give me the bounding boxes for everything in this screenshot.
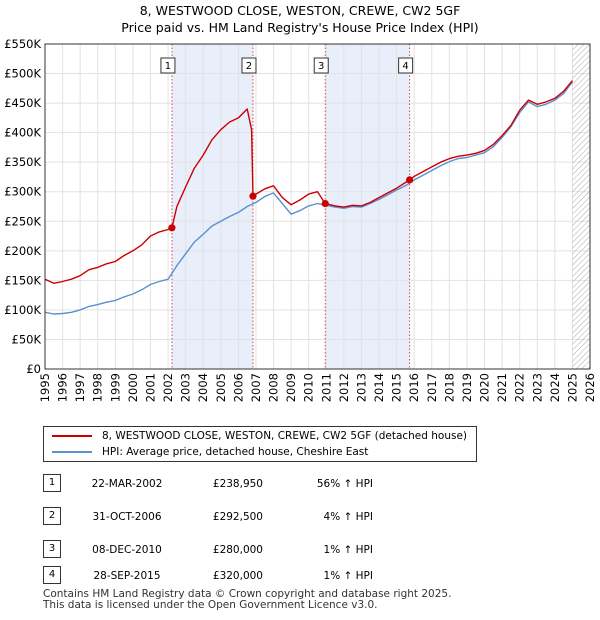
legend-entry-property: 8, WESTWOOD CLOSE, WESTON, CREWE, CW2 5G… <box>52 428 467 444</box>
x-tick-label: 2015 <box>390 373 404 402</box>
y-tick-label: £200K <box>4 244 41 258</box>
sale-number-badge: 4 <box>43 566 61 584</box>
sale-number-badge: 2 <box>43 507 61 525</box>
x-tick-label: 2004 <box>196 373 210 402</box>
sale-row: 4 28-SEP-2015 £320,000 1% ↑ HPI <box>43 566 443 584</box>
x-tick-label: 1998 <box>91 373 105 402</box>
x-tick-label: 2024 <box>548 373 562 402</box>
legend-swatch-property <box>52 435 92 437</box>
y-tick-label: £400K <box>4 126 41 140</box>
y-tick-label: £250K <box>4 214 41 228</box>
x-tick-label: 2012 <box>337 373 351 402</box>
annotation-box <box>313 57 329 74</box>
footer: Contains HM Land Registry data © Crown c… <box>43 589 451 611</box>
footer-copyright: Contains HM Land Registry data © Crown c… <box>43 588 452 600</box>
sale-number-badge: 3 <box>43 540 61 558</box>
x-tick-label: 1999 <box>108 373 122 402</box>
series-line-property <box>44 80 573 284</box>
x-tick-label: 2026 <box>583 373 597 402</box>
x-tick-label: 2000 <box>126 373 140 402</box>
price-chart: 1 2 3 4 £0 £50K £100K £150K £200K £250K £300K £350… <box>4 37 597 402</box>
annotation-box <box>398 57 414 74</box>
x-tick-label: 1996 <box>56 373 70 402</box>
y-tick-label: £550K <box>4 37 41 51</box>
y-tick-label: £50K <box>12 332 42 346</box>
sale-price: £292,500 <box>212 511 263 523</box>
x-tick-label: 2007 <box>249 373 263 402</box>
sale-price: £280,000 <box>212 544 263 556</box>
series-line-hpi <box>44 81 573 315</box>
footer-licence: This data is licensed under the Open Gov… <box>43 599 378 611</box>
sale-point <box>321 199 329 208</box>
y-tick-label: £500K <box>4 67 41 81</box>
plot-frame <box>44 43 591 370</box>
chart-legend: 8, WESTWOOD CLOSE, WESTON, CREWE, CW2 5G… <box>43 426 477 462</box>
legend-entry-hpi: HPI: Average price, detached house, Ches… <box>52 444 368 460</box>
sale-point <box>249 192 257 200</box>
x-tick-label: 2017 <box>425 373 439 402</box>
y-tick-label: £450K <box>4 96 41 110</box>
sale-hpi-diff: 4% ↑ HPI <box>323 511 373 523</box>
annotation-label: 2 <box>246 61 252 72</box>
x-tick-label: 2005 <box>214 373 228 402</box>
x-tick-label: 2020 <box>478 373 492 402</box>
x-tick-label: 2013 <box>354 373 368 402</box>
forecast-hatch <box>572 44 590 369</box>
sale-point <box>168 224 176 232</box>
x-tick-label: 2008 <box>267 373 281 402</box>
sale-date: 08-DEC-2010 <box>92 544 162 556</box>
sale-date: 22-MAR-2002 <box>91 478 163 490</box>
x-tick-label: 2006 <box>231 373 245 402</box>
sale-point <box>406 176 414 184</box>
chart-title-line2: Price paid vs. HM Land Registry's House … <box>121 20 479 35</box>
y-tick-label: £350K <box>4 155 41 169</box>
sale-date: 31-OCT-2006 <box>92 511 162 523</box>
y-tick-label: £100K <box>4 303 41 317</box>
sale-row: 3 08-DEC-2010 £280,000 1% ↑ HPI <box>43 540 443 558</box>
x-tick-label: 2016 <box>407 373 421 402</box>
sale-date: 28-SEP-2015 <box>93 570 161 582</box>
x-tick-label: 2009 <box>284 373 298 402</box>
x-tick-label: 2010 <box>302 373 316 402</box>
shaded-period <box>171 44 253 369</box>
x-tick-label: 1995 <box>38 373 52 402</box>
x-tick-label: 2002 <box>161 373 175 402</box>
sale-number-badge: 1 <box>43 474 61 492</box>
x-tick-label: 2021 <box>495 373 509 402</box>
x-tick-label: 1997 <box>73 373 87 402</box>
x-tick-label: 2014 <box>372 373 386 402</box>
sale-price: £238,950 <box>212 478 263 490</box>
annotation-box <box>241 57 257 74</box>
x-tick-label: 2025 <box>565 373 579 402</box>
chart-title: 8, WESTWOOD CLOSE, WESTON, CREWE, CW2 5G… <box>0 2 600 36</box>
x-tick-label: 2022 <box>513 373 527 402</box>
annotation-box <box>160 57 176 74</box>
x-tick-label: 2003 <box>179 373 193 402</box>
legend-swatch-hpi <box>52 451 92 453</box>
legend-label-hpi: HPI: Average price, detached house, Ches… <box>102 446 369 458</box>
sale-price: £320,000 <box>212 570 263 582</box>
x-tick-label: 2011 <box>319 373 333 402</box>
sale-hpi-diff: 1% ↑ HPI <box>323 544 373 556</box>
sale-hpi-diff: 1% ↑ HPI <box>323 570 373 582</box>
annotation-label: 3 <box>318 61 324 72</box>
x-tick-label: 2023 <box>530 373 544 402</box>
y-tick-label: £300K <box>4 185 41 199</box>
y-tick-label: £0 <box>26 362 41 376</box>
annotation-label: 1 <box>165 61 171 72</box>
x-tick-label: 2018 <box>442 373 456 402</box>
legend-label-property: 8, WESTWOOD CLOSE, WESTON, CREWE, CW2 5G… <box>102 430 468 442</box>
y-tick-label: £150K <box>4 273 41 287</box>
annotation-label: 4 <box>402 61 408 72</box>
sale-row: 1 22-MAR-2002 £238,950 56% ↑ HPI <box>43 474 443 492</box>
x-tick-label: 2019 <box>460 373 474 402</box>
sale-row: 2 31-OCT-2006 £292,500 4% ↑ HPI <box>43 507 443 525</box>
sale-hpi-diff: 56% ↑ HPI <box>316 478 373 490</box>
chart-title-line1: 8, WESTWOOD CLOSE, WESTON, CREWE, CW2 5G… <box>139 3 461 18</box>
x-tick-label: 2001 <box>143 373 157 402</box>
